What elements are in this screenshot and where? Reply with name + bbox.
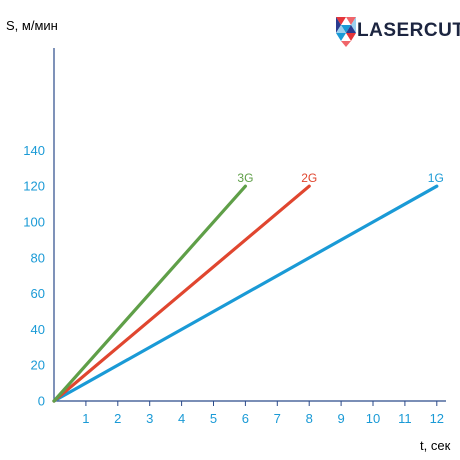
series-line-3g — [52, 184, 247, 403]
y-tick-label: 80 — [31, 250, 45, 265]
x-tick-label: 10 — [366, 411, 380, 426]
series-line-1g — [52, 184, 439, 403]
series-label-1g: 1G — [428, 171, 444, 185]
x-tick-label: 4 — [178, 411, 185, 426]
x-tick-label: 8 — [306, 411, 313, 426]
brand-name: LASERCUT — [357, 20, 460, 41]
x-tick-label: 2 — [114, 411, 121, 426]
logo-mosaic-triangle — [346, 17, 356, 25]
logo-mosaic-triangle — [336, 17, 341, 33]
logo-mosaic-triangle — [351, 17, 356, 33]
x-tick-label: 7 — [274, 411, 281, 426]
x-tick-label: 12 — [430, 411, 444, 426]
series-label-2g: 2G — [301, 171, 317, 185]
logo-mosaic-triangle — [346, 25, 356, 33]
series-line-2g — [52, 184, 311, 403]
y-tick-label: 60 — [31, 286, 45, 301]
lasercut-triangle-mosaic-icon — [336, 17, 356, 47]
x-tick-label: 1 — [82, 411, 89, 426]
x-tick-label: 3 — [146, 411, 153, 426]
x-tick-label: 11 — [398, 411, 412, 426]
logo-mosaic-triangle — [341, 25, 351, 33]
x-tick-label: 9 — [337, 411, 344, 426]
y-tick-label: 120 — [23, 179, 45, 194]
logo-mosaic-triangle — [336, 25, 346, 33]
logo-mosaic-triangle — [346, 33, 356, 41]
y-tick-label: 20 — [31, 358, 45, 373]
y-tick-label: 0 — [38, 394, 45, 409]
y-tick-label: 40 — [31, 322, 45, 337]
lasercut-logo: LASERCUT — [336, 17, 460, 47]
x-tick-label: 5 — [210, 411, 217, 426]
y-tick-label: 140 — [23, 143, 45, 158]
series-label-3g: 3G — [237, 171, 253, 185]
x-axis-title: t, сек — [420, 438, 451, 453]
logo-mosaic-triangle — [341, 41, 351, 47]
logo-mosaic-triangle — [336, 33, 346, 41]
x-tick-label: 6 — [242, 411, 249, 426]
y-axis-title: S, м/мин — [6, 18, 58, 33]
y-tick-label: 100 — [23, 215, 45, 230]
logo-mosaic-triangle — [336, 17, 346, 25]
